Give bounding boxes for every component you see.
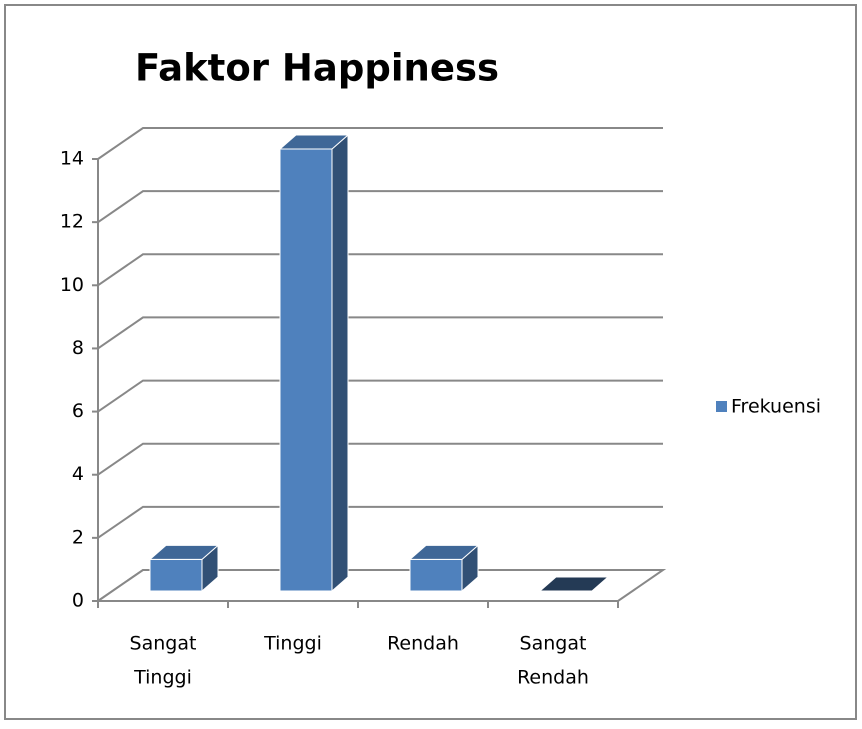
bar-top [278,134,350,150]
x-tick-label: Rendah [387,633,459,655]
bar-front [149,558,203,592]
grid-line [97,190,663,223]
legend-swatch [716,401,727,412]
y-tick-label: 0 [72,590,84,612]
y-tick-label: 2 [72,526,84,548]
bar [148,544,220,593]
chart-frame [4,4,857,720]
bar [408,544,480,593]
grid-line [97,316,663,350]
chart-title: Faktor Happiness [135,47,499,90]
bar-front [279,148,333,592]
y-tick-label: 12 [60,211,84,233]
y-tick-label: 14 [60,148,84,170]
y-tick-label: 8 [72,337,84,359]
legend-label: Frekuensi [731,396,821,418]
bar [538,576,610,592]
grid-line [97,505,663,539]
y-tick-label: 6 [72,400,84,422]
bar-top [148,544,220,560]
x-tick-label: Sangat [130,633,197,655]
grid-line [97,379,663,413]
x-tick-label: Tinggi [263,633,322,655]
grid-line [97,442,663,476]
floor [94,569,667,602]
bar-top [408,544,480,560]
x-tick-label: Sangat [520,633,587,655]
bar [278,133,350,593]
x-tick-label: Rendah [517,667,589,689]
grid-line [97,253,663,287]
y-tick-label: 4 [72,463,84,485]
x-tick-label: Tinggi [133,667,192,689]
y-tick-label: 10 [60,274,84,296]
bar-side [331,133,349,593]
bar-top [538,576,610,592]
grid-line [97,127,663,160]
bar-front [409,558,463,592]
